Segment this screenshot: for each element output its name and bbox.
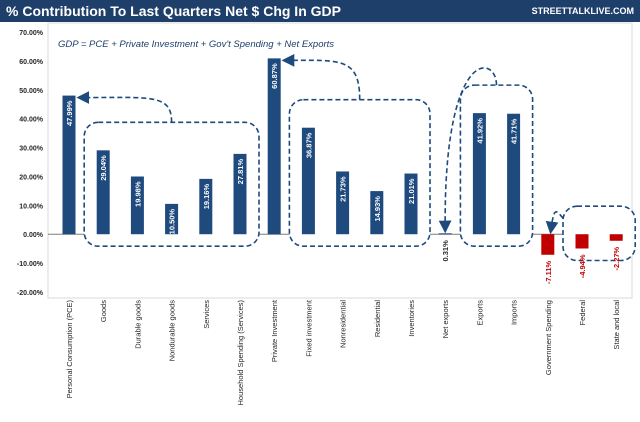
value-label-net-exports: 0.31% — [441, 240, 450, 262]
bar-services — [199, 178, 213, 235]
chart-title: % Contribution To Last Quarters Net $ Ch… — [6, 3, 341, 19]
value-label-services: 19.16% — [202, 184, 211, 210]
category-label-private-investment: Private Investment — [270, 299, 279, 362]
y-tick-label: 40.00% — [19, 117, 44, 124]
value-label-state-and-local: -2.27% — [612, 246, 621, 270]
y-tick-label: -20.00% — [17, 290, 44, 297]
y-axis: -20.00% -10.00% 0.00% 10.00% 20.00% 30.00% 40.… — [17, 30, 44, 297]
category-label-federal: Federal — [578, 300, 587, 326]
value-label-inventories: 21.01% — [407, 178, 416, 204]
category-label-imports: Imports — [510, 300, 519, 325]
bar-net-exports — [438, 233, 452, 235]
y-tick-label: 0.00% — [23, 232, 44, 239]
category-label-exports: Exports — [475, 300, 484, 326]
x-axis-labels: Personal Consumption (PCE) Goods Durable g… — [65, 299, 621, 405]
category-label-personal-consumption-pce: Personal Consumption (PCE) — [65, 300, 74, 399]
group-bubble-trade-components — [459, 84, 534, 248]
bar-inventories — [404, 173, 418, 235]
category-label-goods: Goods — [99, 300, 108, 322]
bar-personal-consumption-pce — [62, 95, 76, 235]
bar-goods — [96, 150, 110, 235]
arrow-pce-components — [76, 91, 173, 123]
bar-exports — [472, 113, 486, 235]
group-arrows — [76, 53, 564, 235]
y-tick-label: 70.00% — [19, 30, 44, 37]
y-tick-label: 60.00% — [19, 59, 44, 66]
value-label-goods: 29.04% — [99, 155, 108, 181]
value-label-residential: 14.93% — [373, 196, 382, 222]
bar-durable-goods — [130, 176, 144, 235]
category-label-state-and-local: State and local — [612, 300, 621, 350]
value-label-imports: 41.71% — [510, 118, 519, 144]
value-label-durable-goods: 19.98% — [133, 181, 142, 207]
bar-government-spending — [541, 234, 555, 255]
header-bar — [0, 0, 640, 22]
category-label-inventories: Inventories — [407, 300, 416, 337]
y-tick-label: -10.00% — [17, 261, 44, 268]
y-tick-label: 30.00% — [19, 146, 44, 153]
value-label-fixed-investment: 36.87% — [304, 132, 313, 158]
category-label-household-spending-services: Household Spending (Services) — [236, 300, 245, 406]
category-label-services: Services — [202, 300, 211, 329]
category-label-nondurable-goods: Nondurable goods — [168, 300, 177, 362]
value-label-nonresidential: 21.73% — [339, 176, 348, 202]
arrow-government-components — [545, 211, 564, 235]
bar-household-spending-services — [233, 153, 247, 235]
y-tick-label: 10.00% — [19, 203, 44, 210]
bar-fixed-investment — [301, 127, 315, 235]
bar-residential — [370, 191, 384, 235]
y-tick-label: 20.00% — [19, 174, 44, 181]
value-label-nondurable-goods: 10.50% — [168, 209, 177, 235]
bar-private-investment — [267, 58, 281, 235]
brand-watermark: STREETTALKLIVE.COM — [532, 6, 634, 16]
gdp-formula-annotation: GDP = PCE + Private Investment + Gov't S… — [58, 39, 334, 50]
bars: 47.99% 29.04% 19.98% 10.50% 19.16% 27.81% 60.8… — [62, 58, 623, 284]
value-label-household-spending-services: 27.81% — [236, 159, 245, 185]
arrow-trade-components — [438, 67, 498, 234]
bar-nonresidential — [336, 171, 350, 235]
bar-nondurable-goods — [165, 203, 179, 235]
value-label-personal-consumption-pce: 47.99% — [65, 100, 74, 126]
category-label-government-spending: Government Spending — [544, 300, 553, 375]
category-label-durable-goods: Durable goods — [133, 300, 142, 349]
arrow-investment-components — [281, 53, 361, 100]
value-label-federal: -4.94% — [578, 254, 587, 278]
value-label-private-investment: 60.87% — [270, 63, 279, 89]
value-label-exports: 41.92% — [475, 118, 484, 144]
category-label-fixed-investment: Fixed investment — [304, 299, 313, 357]
bar-state-and-local — [609, 234, 623, 241]
value-label-government-spending: -7.11% — [544, 260, 553, 284]
category-label-nonresidential: Nonresidential — [339, 300, 348, 348]
bar-federal — [575, 234, 589, 249]
group-bubble-government-components — [562, 205, 636, 262]
bar-imports — [507, 113, 521, 235]
category-label-residential: Residential — [373, 300, 382, 337]
y-tick-label: 50.00% — [19, 88, 44, 95]
category-label-net-exports: Net exports — [441, 300, 450, 339]
